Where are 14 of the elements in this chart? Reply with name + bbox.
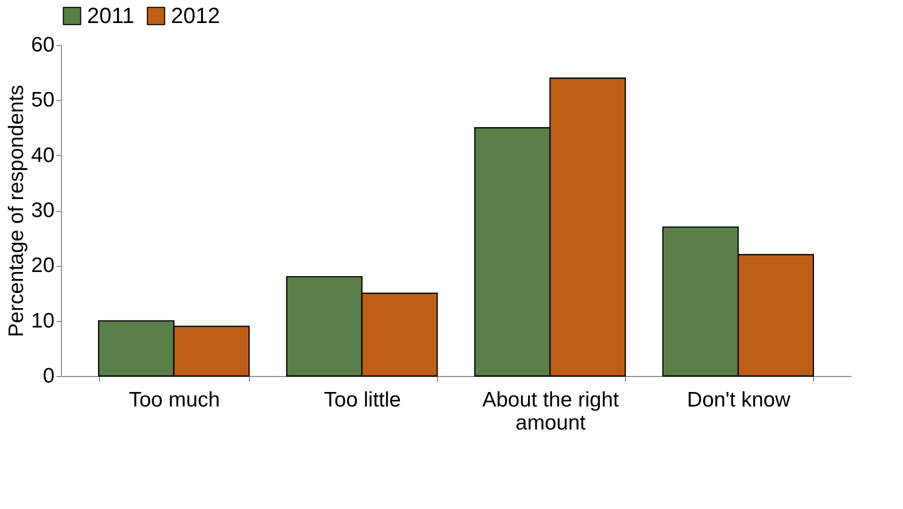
x-tick-label: Don't know — [687, 388, 792, 412]
legend-label: 2012 — [171, 3, 220, 28]
y-tick-label: 10 — [31, 309, 54, 332]
x-tick-label: About the right amount — [482, 388, 620, 434]
y-tick-label: 60 — [31, 34, 54, 56]
y-tick-label: 0 — [42, 364, 54, 388]
y-tick-label: 50 — [31, 88, 54, 112]
x-tick-label: Too much — [128, 388, 220, 412]
legend-label: 2011 — [87, 3, 134, 28]
y-axis-title: Percentage of respondents — [5, 84, 28, 338]
y-tick-label: 40 — [31, 144, 54, 167]
x-tick-label: Too little — [324, 388, 401, 412]
y-tick-label: 20 — [31, 254, 54, 278]
y-tick-label: 30 — [31, 199, 54, 222]
